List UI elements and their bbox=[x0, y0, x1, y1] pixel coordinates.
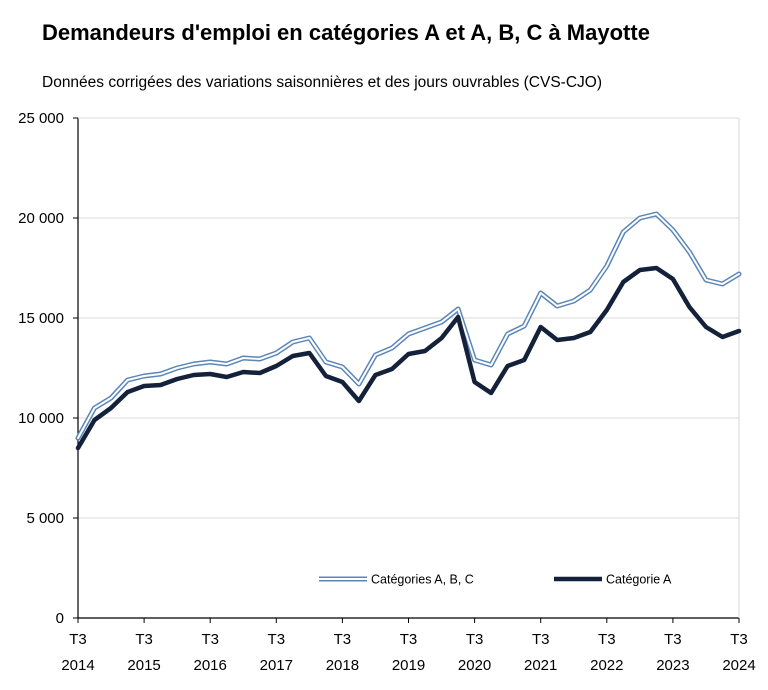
x-tick-year: 2020 bbox=[458, 657, 491, 674]
x-tick-quarter: T3 bbox=[532, 631, 550, 648]
chart-title: Demandeurs d'emploi en catégories A et A… bbox=[42, 20, 650, 45]
legend: Catégories A, B, C Catégorie A bbox=[319, 573, 672, 587]
series-abc-line-inner bbox=[77, 213, 740, 439]
x-tick-year: 2021 bbox=[524, 657, 557, 674]
series-abc-line-outline bbox=[75, 211, 742, 441]
x-tick-quarter: T3 bbox=[69, 631, 87, 648]
x-tick-year: 2016 bbox=[194, 657, 227, 674]
x-tick-year: 2018 bbox=[326, 657, 359, 674]
y-tick-label: 15 000 bbox=[18, 310, 64, 327]
series-a-line bbox=[75, 265, 742, 451]
legend-label: Catégories A, B, C bbox=[371, 573, 474, 587]
x-tick-quarter: T3 bbox=[664, 631, 682, 648]
x-tick-quarter: T3 bbox=[268, 631, 286, 648]
x-tick-year: 2017 bbox=[260, 657, 293, 674]
x-tick-quarter: T3 bbox=[201, 631, 219, 648]
x-tick-quarter: T3 bbox=[135, 631, 153, 648]
series-lines bbox=[75, 211, 742, 451]
legend-label: Catégorie A bbox=[606, 573, 672, 587]
x-tick-quarter: T3 bbox=[400, 631, 418, 648]
y-tick-label: 25 000 bbox=[18, 110, 64, 127]
x-tick-year: 2022 bbox=[590, 657, 623, 674]
y-axis-ticks: 0 5 000 10 000 15 000 20 000 25 000 bbox=[18, 110, 78, 627]
x-tick-quarter: T3 bbox=[334, 631, 352, 648]
x-tick-year: 2023 bbox=[656, 657, 689, 674]
x-tick-year: 2024 bbox=[722, 657, 755, 674]
y-tick-label: 10 000 bbox=[18, 410, 64, 427]
gridlines bbox=[78, 117, 739, 519]
x-tick-quarter: T3 bbox=[730, 631, 748, 648]
x-tick-year: 2019 bbox=[392, 657, 425, 674]
chart-subtitle: Données corrigées des variations saisonn… bbox=[42, 74, 602, 91]
y-tick-label: 20 000 bbox=[18, 210, 64, 227]
x-tick-year: 2015 bbox=[127, 657, 160, 674]
y-tick-label: 0 bbox=[56, 610, 64, 627]
x-tick-quarter: T3 bbox=[598, 631, 616, 648]
x-tick-year: 2014 bbox=[61, 657, 94, 674]
y-tick-label: 5 000 bbox=[26, 510, 64, 527]
x-axis-ticks: T3 2014 T3 2015 T3 2016 T3 2017 T3 2018 T3 2019 T3 20… bbox=[61, 618, 756, 674]
x-tick-quarter: T3 bbox=[466, 631, 484, 648]
